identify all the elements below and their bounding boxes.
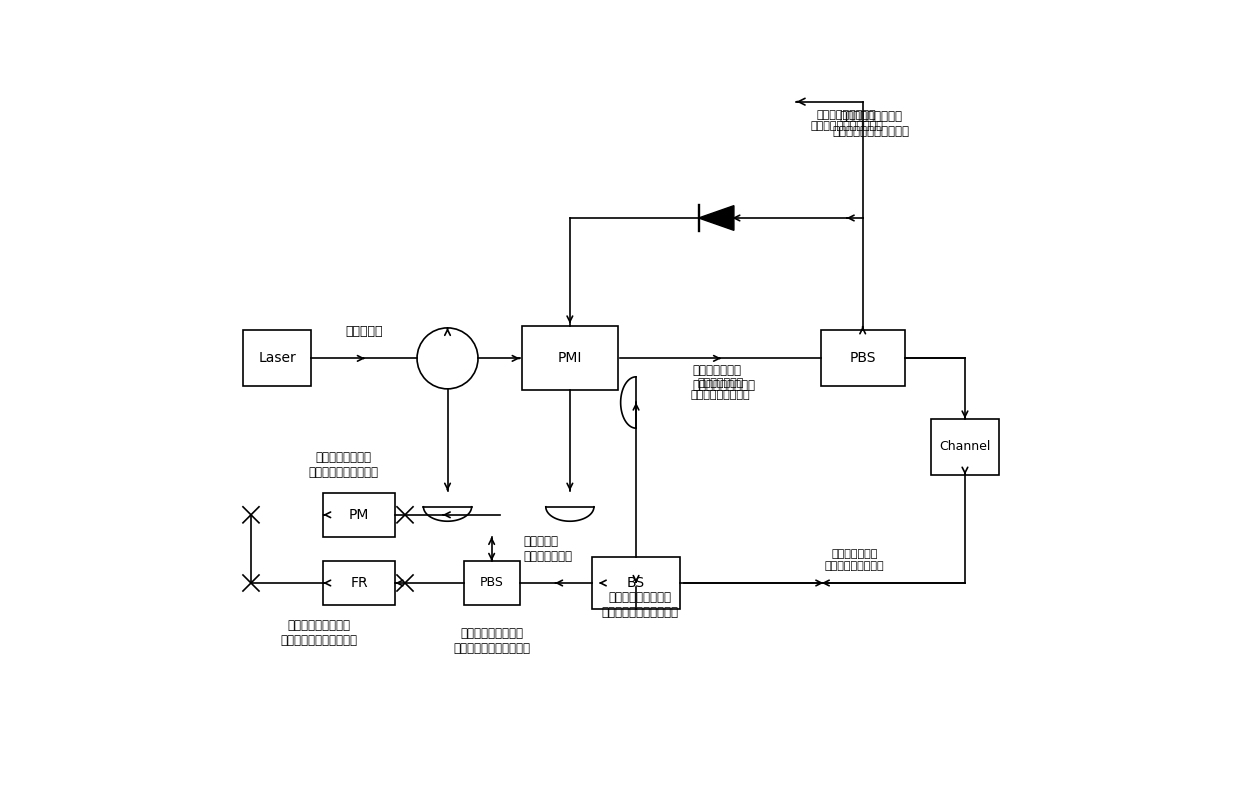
FancyBboxPatch shape <box>522 326 618 390</box>
FancyBboxPatch shape <box>324 561 396 605</box>
Text: 一个第二子光信号
（一个第四子光信号）: 一个第二子光信号 （一个第四子光信号） <box>309 451 378 479</box>
Text: 光信号脉冲: 光信号脉冲 <box>346 325 383 338</box>
Text: 第一探测光信号脉冲
（第二探测光信号脉冲）: 第一探测光信号脉冲 （第二探测光信号脉冲） <box>601 591 678 619</box>
FancyBboxPatch shape <box>324 493 396 537</box>
Text: 第二光信号
（第四光信号）: 第二光信号 （第四光信号） <box>523 535 573 563</box>
Text: FR: FR <box>351 576 368 590</box>
Text: 另一个第二子光信号
（另一个第四子光信号）: 另一个第二子光信号 （另一个第四子光信号） <box>280 619 357 647</box>
Text: 第一探测光信号脉冲
（第二探测光信号脉冲）: 第一探测光信号脉冲 （第二探测光信号脉冲） <box>453 627 531 655</box>
Text: PM: PM <box>350 508 370 522</box>
Text: PMI: PMI <box>558 351 582 365</box>
Text: 第一探测光信号脉冲
（第二探测光信号脉冲）: 第一探测光信号脉冲 （第二探测光信号脉冲） <box>832 109 909 138</box>
Text: Laser: Laser <box>258 351 296 365</box>
Text: Channel: Channel <box>939 440 991 453</box>
Text: PBS: PBS <box>849 351 875 365</box>
Text: 第一检测光信号
（第三检测光信号）: 第一检测光信号 （第三检测光信号） <box>692 365 755 392</box>
FancyBboxPatch shape <box>243 330 311 386</box>
FancyBboxPatch shape <box>464 561 520 605</box>
Text: 第一光信号脉冲
（第二光信号脉冲）: 第一光信号脉冲 （第二光信号脉冲） <box>691 378 750 400</box>
Text: BS: BS <box>627 576 645 590</box>
Text: PBS: PBS <box>480 576 503 589</box>
FancyBboxPatch shape <box>591 557 681 609</box>
Text: 第一光信号脉冲
（第二光信号脉冲）: 第一光信号脉冲 （第二光信号脉冲） <box>825 549 884 571</box>
Text: 第一探测光信号脉冲
（第二探测光信号脉冲）: 第一探测光信号脉冲 （第二探测光信号脉冲） <box>810 109 883 131</box>
FancyBboxPatch shape <box>931 419 999 475</box>
Polygon shape <box>698 205 734 230</box>
FancyBboxPatch shape <box>821 330 905 386</box>
